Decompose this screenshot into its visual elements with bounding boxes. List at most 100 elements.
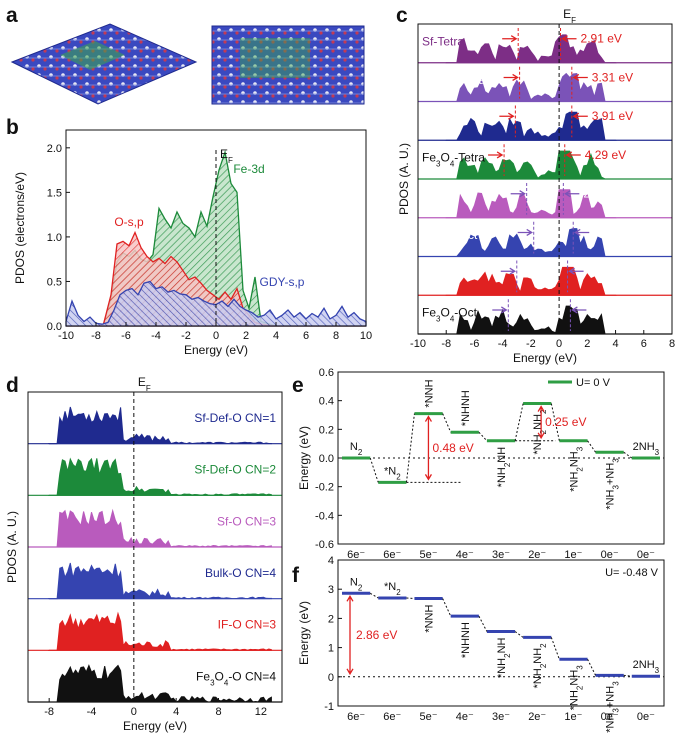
y-tick-label: 3 <box>328 584 334 596</box>
x-tick-label: 0e⁻ <box>637 549 655 561</box>
series-label: Fe-3d <box>233 162 264 176</box>
gap-arrow-left-2 <box>499 112 515 120</box>
connector-3 <box>478 615 488 632</box>
connector-0 <box>369 592 379 599</box>
x-tick-label: 4e⁻ <box>456 549 474 561</box>
x-axis-title: Energy (eV) <box>184 343 248 357</box>
x-tick-label: -4 <box>498 338 508 350</box>
trace-4-area <box>47 611 272 651</box>
x-tick-label: 6e⁻ <box>383 711 401 723</box>
y-tick-label: 1.5 <box>47 187 62 199</box>
gap-arrow-left-3 <box>488 151 504 159</box>
x-tick-label: 3e⁻ <box>492 711 510 723</box>
y-axis-title: PDOS (A. U.) <box>397 143 411 215</box>
series-label: O-s,p <box>114 215 144 229</box>
x-tick-label: 12 <box>255 706 267 718</box>
y-tick-label: 0.0 <box>47 321 62 333</box>
gap-value-5: 2.85 eV <box>593 225 634 239</box>
species-label-8: 2NH3 <box>633 441 660 457</box>
x-tick-label: 4e⁻ <box>456 711 474 723</box>
legend-label: U= -0.48 V <box>605 567 659 579</box>
species-label-3: *NHNH <box>460 390 472 426</box>
panel-label-d: d <box>6 374 19 397</box>
connector-2 <box>442 598 452 617</box>
x-tick-label: 2e⁻ <box>528 549 546 561</box>
trace-7-area <box>446 305 616 335</box>
x-tick-label: -6 <box>470 338 480 350</box>
barrier-label-1: 0.48 eV <box>432 441 473 455</box>
x-tick-label: 6e⁻ <box>383 549 401 561</box>
trace-label-4: Sf-Oct <box>422 189 457 203</box>
plot-frame <box>27 391 283 703</box>
trace-label-5: SubSf-Oct <box>422 228 478 242</box>
plot-frame <box>337 559 665 707</box>
plot-frame <box>417 23 673 335</box>
x-tick-label: 8 <box>333 330 339 342</box>
connector-3 <box>478 431 488 442</box>
y-tick-label: 0.4 <box>319 396 334 408</box>
trace-label-6: IF-Oct <box>422 267 456 281</box>
y-tick-label: 2 <box>328 613 334 625</box>
gap-arrow-right-1 <box>572 73 588 82</box>
gap-arrow-left-6 <box>500 267 517 275</box>
trace-2-area <box>445 111 617 141</box>
x-tick-label: -4 <box>87 706 97 718</box>
panel-d-pdos-stack: Sf-Def-O CN=1 Sf-Def-O CN=2 Sf-O CN=3 Bulk-… <box>5 375 283 733</box>
x-tick-label: 2 <box>584 338 590 350</box>
species-label-7: *NH3+NH3 <box>605 458 621 510</box>
x-tick-label: 4 <box>173 706 179 718</box>
x-tick-label: 0e⁻ <box>601 711 619 723</box>
panel-e-energy-profile: -0.6 -0.4 -0.2 0.0 0.2 0.4 0.6 Energy (eV) 6e⁻ 6e… <box>297 367 665 561</box>
x-tick-label: 2e⁻ <box>528 711 546 723</box>
y-tick-label: 1.0 <box>47 232 62 244</box>
trace-label-0: Sf-Tetra <box>422 34 464 48</box>
species-label-2: *NNH <box>424 605 436 633</box>
x-tick-label: -10 <box>58 330 74 342</box>
trace-1-area <box>47 457 272 496</box>
species-label-7: *NH3+NH3 <box>605 681 621 733</box>
barrier-arrow-1 <box>424 415 433 481</box>
gap-arrow-right-6 <box>568 267 584 275</box>
species-label-5: *NH2NH2 <box>532 643 548 689</box>
x-tick-label: 6e⁻ <box>347 711 365 723</box>
gap-arrow-right-5 <box>573 228 590 237</box>
fermi-label: EF <box>138 375 151 393</box>
x-tick-label: -2 <box>526 338 536 350</box>
connector-7 <box>623 674 632 677</box>
trace-label-3: Fe3O4-Tetra <box>422 151 485 169</box>
y-tick-label: 0 <box>328 672 334 684</box>
x-axis-title: Energy (eV) <box>123 719 187 733</box>
trace-label-1: Sf-Def-O CN=2 <box>194 463 276 477</box>
x-tick-label: -8 <box>91 330 101 342</box>
legend-label: U= 0 V <box>576 377 611 389</box>
connector-4 <box>514 403 524 441</box>
connector-6 <box>587 440 596 453</box>
panel-label-c: c <box>396 4 408 27</box>
barrier-label-2: 0.25 eV <box>545 415 586 429</box>
trace-3-area <box>446 150 616 180</box>
gap-arrow-right-7 <box>571 306 587 314</box>
trace-2-area <box>49 508 272 548</box>
x-tick-label: 0e⁻ <box>637 711 655 723</box>
x-tick-label: -8 <box>441 338 451 350</box>
gap-arrow-left-7 <box>492 306 508 314</box>
trace-5-area <box>49 664 272 703</box>
y-axis-title: Energy (eV) <box>297 426 311 490</box>
trace-0-area <box>47 406 272 445</box>
y-tick-label: 0.6 <box>319 367 334 379</box>
barrier-arrow-2 <box>537 405 545 440</box>
panel-f-energy-profile: -1 0 1 2 3 4 Energy (eV) 6e⁻ 6e⁻ 5e⁻ 4e⁻ 3e⁻ 2e⁻ 1e⁻ 0… <box>297 555 665 733</box>
x-tick-label: -8 <box>44 706 54 718</box>
y-tick-label: -1 <box>324 701 334 713</box>
gap-value-4: 2.59 eV <box>583 187 624 201</box>
x-tick-label: 4 <box>612 338 618 350</box>
series-gdy-s-p <box>65 280 367 327</box>
fermi-label: EF <box>563 7 576 25</box>
series-label: GDY-s,p <box>260 275 305 289</box>
species-label-1: *N2 <box>384 581 401 597</box>
panel-c-pdos-stack: Sf-Tetra 2.91 eV SubSf-Tetra 3.31 eV IF-Tetr… <box>397 7 675 365</box>
species-label-0: N2 <box>350 441 363 457</box>
connector-1 <box>406 597 415 600</box>
connector-5 <box>550 637 560 660</box>
y-tick-label: 4 <box>328 555 334 567</box>
